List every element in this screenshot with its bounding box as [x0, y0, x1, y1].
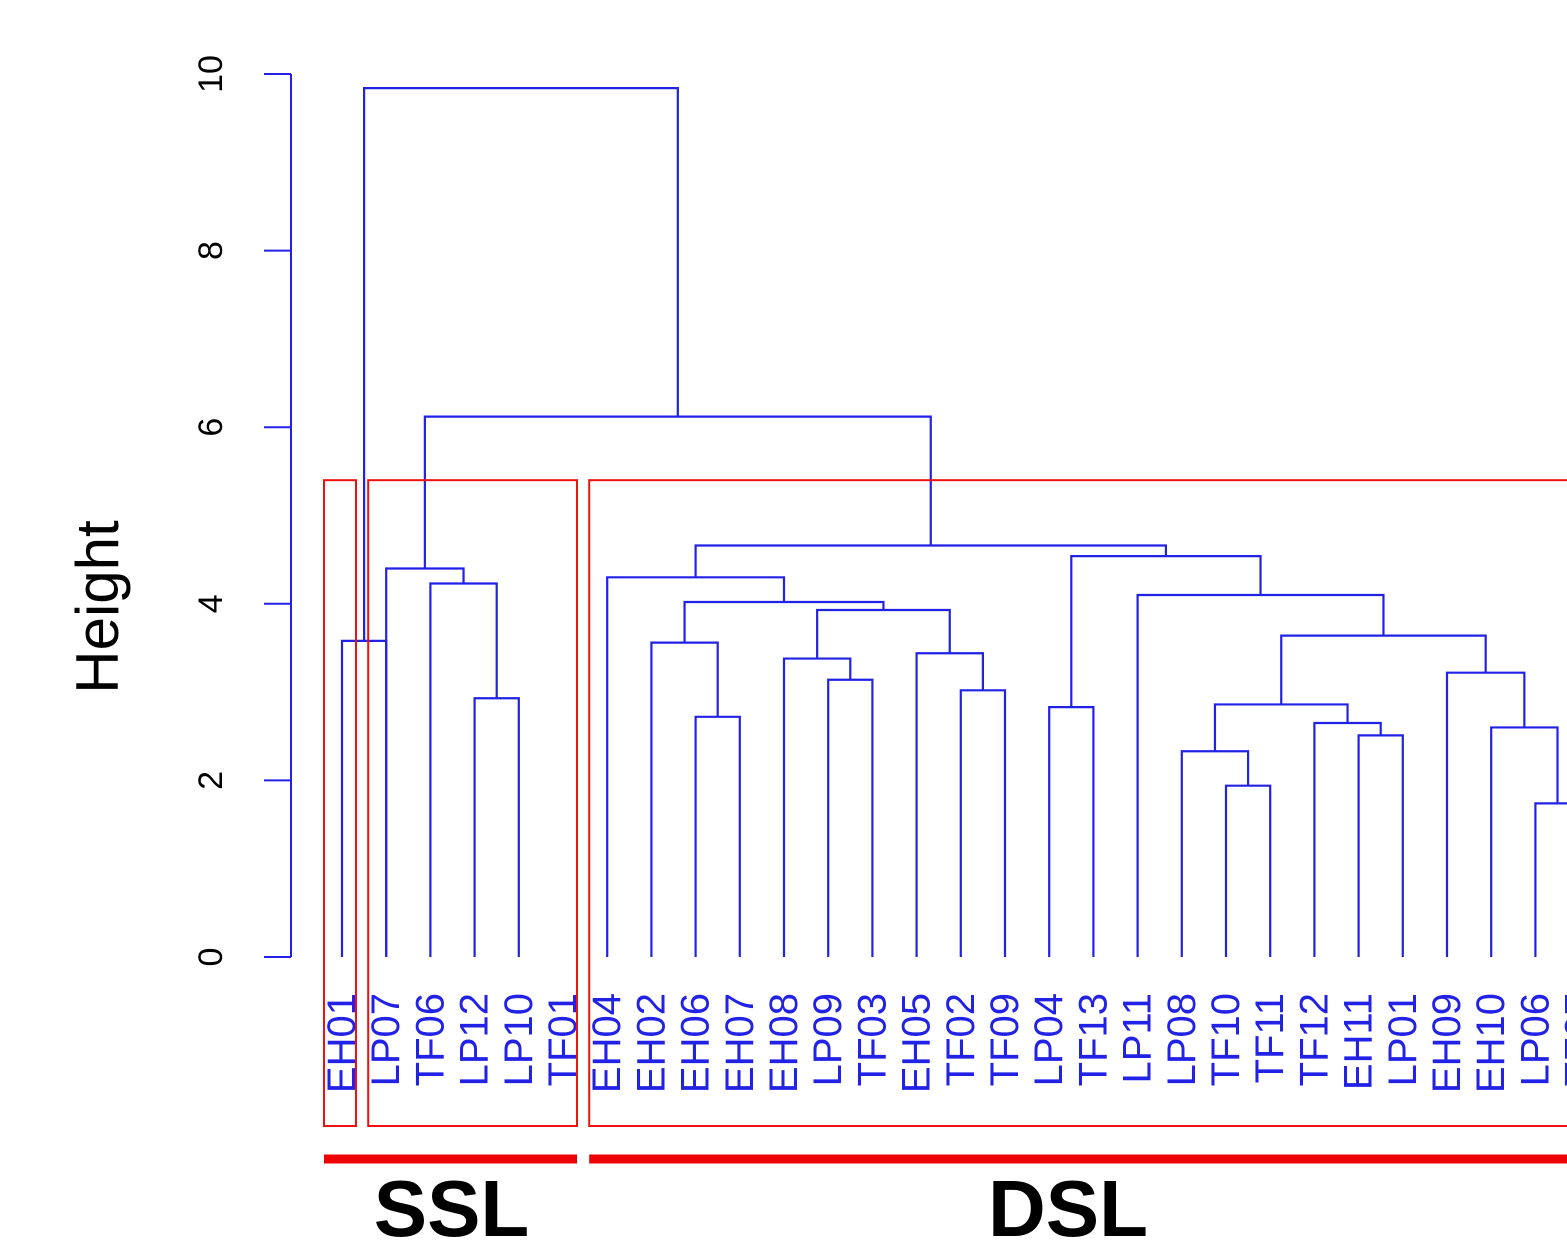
cluster-box-2: [588, 479, 1567, 1127]
merge-3: [385, 567, 465, 957]
group-brackets: SSL DSL: [324, 1154, 1567, 1244]
merge-27: [363, 87, 679, 641]
leaf-label-EH11: EH11: [1337, 993, 1381, 1090]
group-label-SSL: SSL: [374, 1164, 530, 1244]
cluster-box-0: [323, 479, 357, 1127]
merge-23: [1136, 593, 1385, 957]
leaf-label-LP09: LP09: [806, 993, 850, 1086]
y-tick-label-8: 8: [192, 241, 230, 260]
leaf-label-LP04: LP04: [1027, 993, 1071, 1086]
leaf-label-TF01: TF01: [541, 993, 585, 1086]
merge-10: [816, 608, 951, 659]
leaf-label-LP10: LP10: [497, 993, 541, 1086]
merge-21: [1445, 671, 1526, 957]
leaf-label-TF11: TF11: [1248, 993, 1292, 1083]
leaf-label-EH06: EH06: [674, 993, 718, 1093]
merge-1: [473, 697, 520, 957]
merge-17: [1313, 721, 1382, 957]
leaf-label-TF10: TF10: [1204, 993, 1248, 1086]
merge-20: [1490, 726, 1559, 957]
leaf-label-TF02: TF02: [939, 993, 983, 1086]
y-tick-label-2: 2: [192, 771, 230, 790]
leaf-label-LP06: LP06: [1513, 993, 1557, 1086]
merge-14: [1224, 784, 1272, 957]
merge-16: [1357, 734, 1404, 957]
dendrogram-tree: [340, 87, 1567, 957]
merge-7: [782, 657, 852, 957]
leaf-label-EH02: EH02: [629, 993, 673, 1093]
leaf-label-TF12: TF12: [1292, 993, 1336, 1086]
leaf-label-EH04: EH04: [585, 993, 629, 1093]
leaf-label-EH09: EH09: [1425, 993, 1469, 1093]
y-axis-label: Height: [64, 520, 131, 694]
merge-11: [683, 600, 885, 643]
leaf-label-TF06: TF06: [408, 993, 452, 1086]
leaf-label-TF03: TF03: [850, 993, 894, 1086]
y-tick-label-10: 10: [192, 55, 230, 93]
merge-9: [915, 652, 984, 957]
merge-25: [694, 544, 1168, 578]
leaf-label-LP01: LP01: [1381, 993, 1425, 1086]
leaf-label-TF13: TF13: [1071, 993, 1115, 1086]
merge-19: [1534, 802, 1567, 957]
cluster-box-1: [367, 479, 579, 1127]
leaf-label-EH01: EH01: [320, 993, 364, 1093]
merge-2: [429, 582, 498, 957]
leaf-label-LP11: LP11: [1116, 993, 1160, 1083]
leaf-label-EH10: EH10: [1469, 993, 1513, 1093]
leaf-label-LP12: LP12: [453, 993, 497, 1086]
leaf-label-LP08: LP08: [1160, 993, 1204, 1086]
leaf-label-EH08: EH08: [762, 993, 806, 1093]
merge-24: [1070, 555, 1262, 708]
y-tick-label-4: 4: [192, 594, 230, 613]
y-axis: 0 2 4 6 8 10: [192, 55, 292, 967]
leaf-labels: EH01 LP07 TF06 LP12 LP10 TF01 EH04 EH02 EH06 EH07…: [320, 993, 1567, 1093]
leaf-label-TF07: TF07: [1558, 993, 1567, 1086]
leaf-label-TF09: TF09: [983, 993, 1027, 1086]
y-tick-label-0: 0: [192, 948, 230, 967]
leaf-label-EH07: EH07: [718, 993, 762, 1093]
merge-0: [340, 639, 388, 957]
merge-18: [1213, 703, 1349, 752]
leaf-label-EH05: EH05: [895, 993, 939, 1093]
y-tick-label-6: 6: [192, 418, 230, 437]
group-label-DSL: DSL: [988, 1164, 1148, 1244]
cluster-boxes: [323, 479, 1567, 1127]
merge-4: [694, 715, 741, 957]
merge-15: [1180, 750, 1250, 957]
merge-8: [959, 689, 1007, 957]
merge-22: [1280, 634, 1487, 705]
merge-13: [1048, 706, 1095, 957]
leaf-label-LP07: LP07: [364, 993, 408, 1086]
merge-5: [650, 641, 719, 957]
merge-6: [827, 678, 874, 957]
